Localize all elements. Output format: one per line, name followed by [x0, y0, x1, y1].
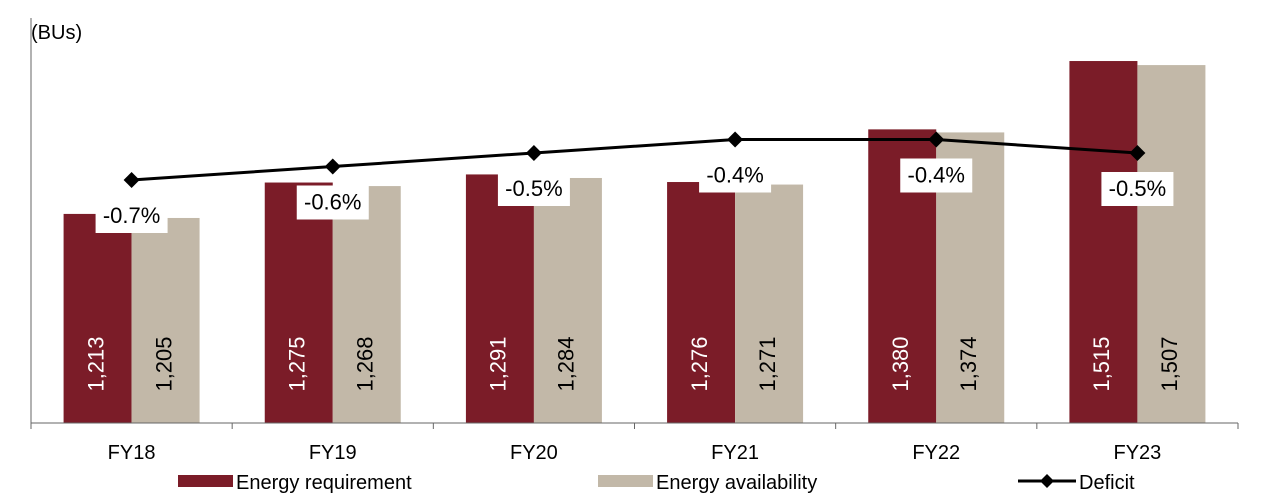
- legend: Energy requirement Energy availability Def…: [178, 472, 1135, 494]
- legend-marker-deficit: [1040, 474, 1054, 488]
- bar-energy-requirement: [1069, 61, 1138, 423]
- legend-item: Energy availability: [598, 472, 817, 494]
- deficit-label: -0.4%: [908, 162, 965, 187]
- deficit-marker: [525, 145, 542, 161]
- deficit-label-box: [95, 199, 168, 233]
- bar-label-energy-availability: 1,507: [1157, 336, 1182, 391]
- bar-label-energy-requirement: 1,291: [486, 336, 511, 391]
- bar-energy-requirement: [264, 182, 333, 423]
- deficit-label-box: [1101, 172, 1174, 206]
- bar-label-energy-availability: 1,268: [353, 336, 378, 391]
- bar-energy-availability: [735, 184, 804, 423]
- legend-item: Energy requirement: [178, 472, 412, 494]
- bar-label-energy-availability: 1,271: [755, 336, 780, 391]
- bar-label-energy-requirement: 1,213: [83, 336, 108, 391]
- bar-label-energy-requirement: 1,380: [888, 336, 913, 391]
- axes-layer: FY18 FY19 FY20 FY21 FY22 FY23: [30, 18, 1239, 464]
- deficit-label: -0.4%: [706, 162, 763, 187]
- x-tick-label: FY18: [108, 442, 156, 464]
- bar-energy-requirement: [667, 182, 736, 423]
- deficit-layer: -0.7% -0.6% -0.5% -0.4% -0.4% -0.5%: [95, 131, 1174, 233]
- bar-label-energy-availability: 1,284: [554, 336, 579, 391]
- deficit-marker: [1129, 145, 1146, 161]
- deficit-label-box: [296, 185, 369, 220]
- bar-label-energy-requirement: 1,276: [687, 336, 712, 391]
- legend-label: Energy requirement: [236, 472, 412, 494]
- x-tick-label: FY20: [510, 442, 558, 464]
- deficit-line: [131, 138, 1138, 182]
- deficit-marker: [727, 131, 744, 148]
- bar-energy-availability: [131, 217, 200, 423]
- deficit-marker: [928, 131, 945, 148]
- x-tick-label: FY21: [711, 442, 759, 464]
- bar-energy-requirement: [465, 174, 534, 423]
- deficit-label: -0.5%: [1109, 176, 1166, 201]
- legend-swatch-energy-requirement: [178, 475, 233, 487]
- unit-label: (BUs): [31, 22, 82, 44]
- legend-swatch-energy-availability: [598, 475, 653, 487]
- deficit-label: -0.5%: [505, 176, 562, 201]
- bar-energy-availability: [533, 177, 602, 423]
- bar-label-energy-availability: 1,205: [151, 336, 176, 391]
- legend-label: Energy availability: [656, 472, 817, 494]
- deficit-label-box: [900, 158, 973, 193]
- deficit-label-box: [497, 172, 570, 206]
- deficit-label: -0.7%: [103, 203, 160, 228]
- bar-energy-availability: [1137, 65, 1206, 424]
- deficit-label-box: [699, 158, 772, 193]
- bar-label-energy-requirement: 1,515: [1089, 336, 1114, 391]
- deficit-marker: [324, 158, 341, 175]
- x-tick-label: FY22: [912, 442, 960, 464]
- x-tick-label: FY19: [309, 442, 357, 464]
- deficit-marker: [123, 172, 140, 188]
- legend-label: Deficit: [1079, 472, 1135, 494]
- bars-layer: 1,213 1,205 1,275 1,268 1,291 1,284 1,276 1,271…: [63, 61, 1206, 424]
- bar-label-energy-requirement: 1,275: [285, 336, 310, 391]
- x-tick-label: FY23: [1114, 442, 1162, 464]
- bar-energy-requirement: [63, 213, 132, 423]
- legend-item: Deficit: [1018, 472, 1135, 494]
- deficit-label: -0.6%: [304, 189, 361, 214]
- bar-label-energy-availability: 1,374: [956, 336, 981, 391]
- bar-energy-availability: [332, 186, 401, 423]
